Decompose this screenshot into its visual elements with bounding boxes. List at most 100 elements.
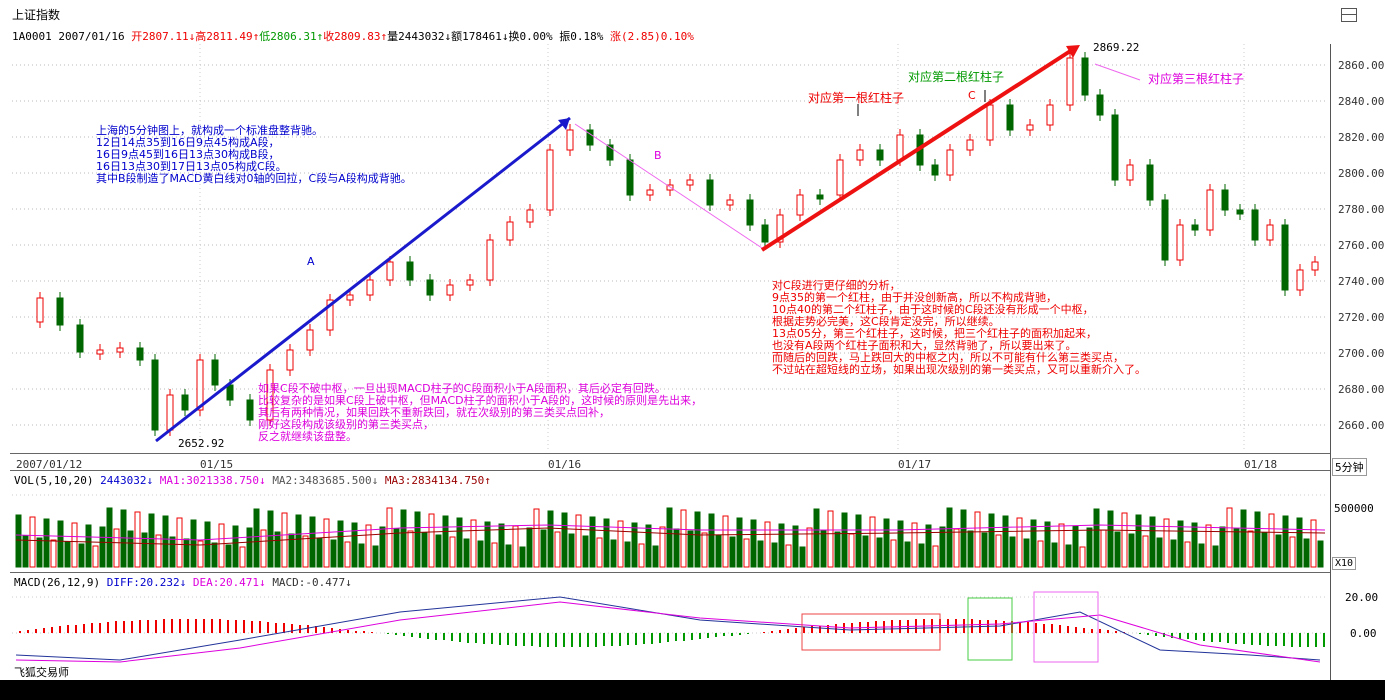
candle-body xyxy=(486,239,494,281)
volume-bar xyxy=(813,508,820,568)
candle-body xyxy=(56,297,64,326)
candle-body xyxy=(966,139,974,151)
date-tick: 01/15 xyxy=(200,458,234,471)
candle-body xyxy=(1046,104,1054,126)
volume-bar xyxy=(1030,519,1037,568)
volume-bar xyxy=(974,511,981,568)
volume-bar xyxy=(351,522,358,568)
trend-a-arrowhead xyxy=(558,118,570,130)
volume-bar xyxy=(701,532,708,568)
volume-bar xyxy=(1282,515,1289,568)
volume-bar xyxy=(64,541,71,568)
vol-ma2: MA2:3483685.500↓ xyxy=(272,474,379,487)
volume-bar xyxy=(393,528,400,568)
volume-bar xyxy=(1233,528,1240,568)
volume-bar xyxy=(365,524,372,568)
change: 涨(2.85)0.10% xyxy=(610,30,694,43)
volume-bar xyxy=(134,511,141,568)
candle-body xyxy=(286,349,294,371)
red-annotation: 对C段进行更仔细的分析， 9点35的第一个红柱，由于并没创新高，所以不构成背驰，… xyxy=(772,279,1146,376)
low-price: 低2806.31↑ xyxy=(259,30,324,43)
volume-bar xyxy=(127,530,134,568)
volume-bar xyxy=(71,522,78,568)
volume-bar xyxy=(925,524,932,568)
trend-c-line xyxy=(760,46,1077,252)
candle-body xyxy=(526,209,534,223)
macd-dea-line xyxy=(15,601,1321,663)
macd-diff-line xyxy=(15,596,1321,661)
candle-body xyxy=(346,294,354,301)
volume-bar xyxy=(498,523,505,568)
volume-bar xyxy=(239,546,246,568)
volume-bar xyxy=(85,524,92,568)
volume-bar xyxy=(407,530,414,568)
candle-body xyxy=(196,359,204,411)
volume-bar xyxy=(799,546,806,568)
volume-bar xyxy=(169,536,176,568)
trend-a-line xyxy=(155,116,571,443)
volume-bar xyxy=(883,518,890,568)
amplitude: 振0.18% xyxy=(559,30,604,43)
candle-body xyxy=(181,394,189,411)
volume-bar xyxy=(827,510,834,568)
vol-ma1: MA1:3021338.750↓ xyxy=(159,474,266,487)
open-price: 开2807.11↓ xyxy=(131,30,196,43)
second-red-label: 对应第二根红柱子 xyxy=(908,70,1005,84)
volume-bar xyxy=(1016,517,1023,568)
candle-body xyxy=(586,129,594,146)
volume-bar xyxy=(652,545,659,568)
volume-bar xyxy=(540,529,547,568)
volume-bar xyxy=(1275,534,1282,568)
candle-body xyxy=(726,199,734,206)
vol-ma3: MA3:2834134.750↑ xyxy=(384,474,491,487)
volume-bar xyxy=(344,541,351,568)
right-axis-line xyxy=(1330,44,1331,684)
quote-line: 1A0001 2007/01/16 开2807.11↓高2811.49↑低280… xyxy=(12,28,694,44)
volume-bar xyxy=(442,515,449,568)
label-b: B xyxy=(654,149,662,162)
volume-bar xyxy=(183,538,190,568)
macd-panel-top xyxy=(10,572,1330,573)
period-selector[interactable]: 5分钟 xyxy=(1332,458,1367,476)
volume-bar xyxy=(708,513,715,568)
price-tick: 2840.00 xyxy=(1338,95,1385,108)
candle-body xyxy=(1296,269,1304,291)
candle-body xyxy=(116,347,124,353)
candle-body xyxy=(761,224,769,243)
volume-bar xyxy=(806,527,813,568)
candle-body xyxy=(876,149,884,161)
volume-bar xyxy=(778,523,785,568)
volume-bar xyxy=(904,541,911,568)
vol-ma3-line xyxy=(15,527,1326,546)
volume-bar xyxy=(869,516,876,568)
volume-bar xyxy=(1261,532,1268,568)
candle-body xyxy=(466,279,474,286)
volume-bar xyxy=(211,542,218,568)
candle-body xyxy=(306,329,314,351)
volume-bar xyxy=(1184,541,1191,568)
date: 2007/01/16 xyxy=(58,30,125,43)
volume-bar xyxy=(932,545,939,568)
candle-body xyxy=(776,214,784,243)
blue-annotation: 上海的5分钟图上，就构成一个标准盘整背驰。 12日14点35到16日9点45构成… xyxy=(96,124,412,185)
volume-bar xyxy=(1051,542,1058,568)
volume-bar xyxy=(960,509,967,568)
volume-bar xyxy=(911,522,918,568)
maximize-icon[interactable] xyxy=(1341,8,1357,22)
volume-bar xyxy=(1268,513,1275,568)
volume-bar xyxy=(834,531,841,568)
volume-bar xyxy=(358,543,365,568)
candle-body xyxy=(1111,114,1119,181)
volume-bar xyxy=(631,522,638,568)
vol-ma1-line xyxy=(15,524,1326,541)
volume-bar xyxy=(918,543,925,568)
volume-bar xyxy=(260,529,267,568)
volume-bar xyxy=(43,518,50,568)
volume-bar xyxy=(820,529,827,568)
high-label: 2869.22 xyxy=(1093,41,1140,54)
volume-bar xyxy=(743,538,750,568)
volume-bar xyxy=(15,514,22,568)
volume-bar xyxy=(323,518,330,568)
